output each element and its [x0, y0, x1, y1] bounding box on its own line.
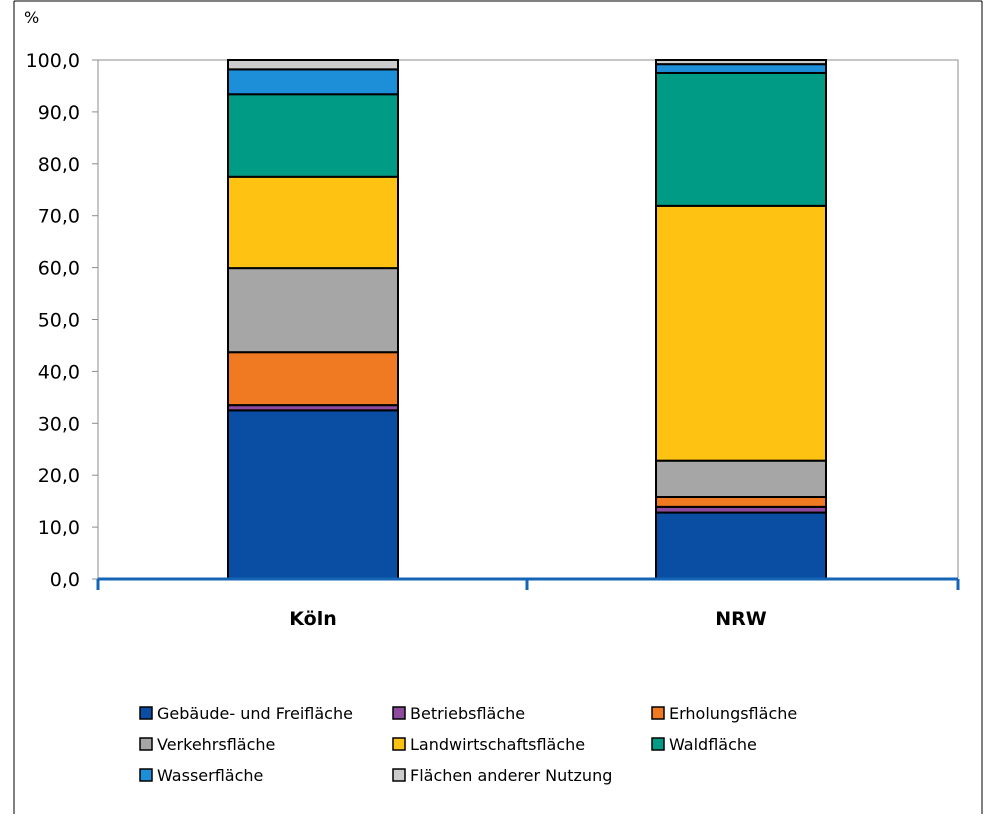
legend-label: Waldfläche — [669, 735, 757, 754]
legend-label: Landwirtschaftsfläche — [410, 735, 585, 754]
bar-segment — [655, 459, 827, 498]
legend-swatch — [139, 737, 153, 751]
legend: Gebäude- und Freifläche Betriebsfläche Erh… — [139, 704, 797, 785]
y-tick-label: 70,0 — [38, 206, 80, 228]
legend-swatch — [651, 737, 665, 751]
y-tick-label: 80,0 — [38, 154, 80, 176]
bar-segment — [655, 495, 827, 508]
legend-swatch — [392, 768, 406, 782]
legend-label: Flächen anderer Nutzung — [410, 766, 612, 785]
bar-segment — [227, 59, 399, 71]
bar-segment — [227, 68, 399, 96]
legend-swatch — [392, 706, 406, 720]
y-tick-label: 90,0 — [38, 102, 80, 124]
y-tick-label: 100,0 — [26, 50, 80, 72]
x-category-label: Köln — [289, 608, 336, 630]
y-tick-label: 0,0 — [50, 569, 80, 591]
bar-segment — [227, 409, 399, 581]
y-axis-ticks: 0,0 10,0 20,0 30,0 40,0 50,0 60,0 70,0 80,0 90,0 1… — [26, 50, 98, 591]
bar-segment — [655, 71, 827, 207]
legend-swatch — [392, 737, 406, 751]
legend-label: Betriebsfläche — [410, 704, 525, 723]
y-tick-label: 40,0 — [38, 361, 80, 383]
bar-segment — [227, 93, 399, 178]
legend-swatch — [139, 768, 153, 782]
legend-label: Verkehrsfläche — [157, 735, 275, 754]
y-unit-label: % — [24, 8, 39, 27]
bar-segment — [655, 511, 827, 580]
bar-segment — [227, 351, 399, 407]
y-tick-label: 20,0 — [38, 465, 80, 487]
bar-segment — [227, 175, 399, 270]
bars — [227, 59, 827, 581]
x-axis-labels: Köln NRW — [289, 608, 767, 630]
bar-segment — [655, 204, 827, 462]
legend-label: Gebäude- und Freifläche — [157, 704, 353, 723]
y-tick-label: 50,0 — [38, 310, 80, 332]
x-category-label: NRW — [715, 608, 767, 630]
y-tick-label: 30,0 — [38, 413, 80, 435]
legend-label: Wasserfläche — [157, 766, 263, 785]
bar-segment — [655, 59, 827, 66]
legend-swatch — [651, 706, 665, 720]
legend-label: Erholungsfläche — [669, 704, 797, 723]
y-tick-label: 10,0 — [38, 517, 80, 539]
legend-swatch — [139, 706, 153, 720]
bar-segment — [227, 267, 399, 354]
bar-segment — [655, 63, 827, 74]
y-tick-label: 60,0 — [38, 258, 80, 280]
